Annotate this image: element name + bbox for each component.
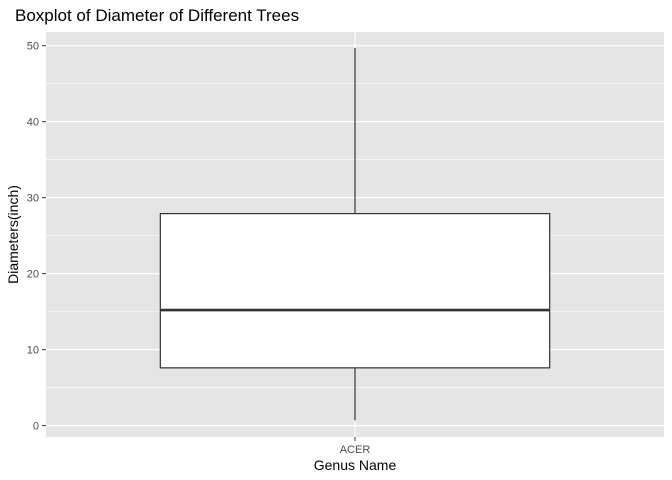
y-tick-label: 50 [27, 41, 39, 53]
axis-layer: 0 10 20 30 40 50 ACER [27, 41, 371, 456]
y-tick-label: 20 [27, 269, 39, 281]
x-axis-title: Genus Name [314, 457, 397, 473]
y-tick-label: 0 [33, 421, 39, 433]
box-layer [159, 47, 551, 421]
y-tick-label: 10 [27, 345, 39, 357]
y-tick-label: 40 [27, 117, 39, 129]
y-tick-label: 30 [27, 193, 39, 205]
chart-title: Boxplot of Diameter of Different Trees [15, 6, 299, 25]
y-axis-title: Diameters(inch) [5, 185, 21, 284]
x-tick-label: ACER [340, 444, 371, 456]
box-iqr [159, 213, 551, 369]
